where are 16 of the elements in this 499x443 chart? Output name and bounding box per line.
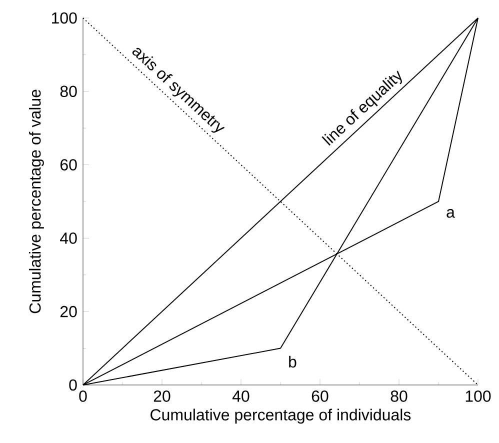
y-tick-label: 20 bbox=[60, 306, 77, 318]
annotation: b bbox=[289, 356, 296, 368]
x-tick-label: 100 bbox=[466, 390, 491, 402]
annotation: a bbox=[446, 209, 455, 218]
y-axis-title: Cumulative percentage of value bbox=[29, 90, 44, 314]
x-axis-title: Cumulative percentage of individuals bbox=[150, 408, 411, 424]
y-tick-label: 100 bbox=[52, 12, 77, 24]
y-tick-label: 60 bbox=[60, 159, 77, 170]
y-tick-label: 0 bbox=[69, 379, 77, 391]
y-tick-label: 40 bbox=[60, 232, 77, 244]
x-tick-label: 0 bbox=[79, 390, 87, 402]
x-tick-label: 80 bbox=[390, 390, 408, 402]
x-tick-label: 60 bbox=[312, 390, 328, 402]
x-tick-label: 20 bbox=[154, 390, 170, 402]
y-tick-label: 80 bbox=[60, 86, 77, 98]
x-tick-label: 40 bbox=[232, 390, 250, 402]
